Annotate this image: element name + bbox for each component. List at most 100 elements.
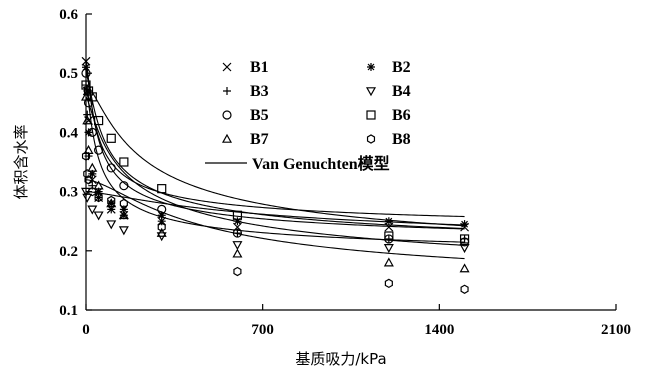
data-point-b2 <box>82 63 90 72</box>
x-tick-label: 700 <box>251 322 274 338</box>
legend-marker-b7 <box>221 133 233 143</box>
data-point-b7 <box>82 115 93 125</box>
data-point-b8 <box>384 278 393 289</box>
data-points <box>80 56 470 294</box>
legend-label-b5: B5 <box>250 107 269 124</box>
data-point-b2 <box>384 217 393 226</box>
legend-label-b8: B8 <box>392 131 411 148</box>
legend-marker-b8 <box>366 134 376 144</box>
data-point-b4 <box>118 226 129 236</box>
data-point-b4 <box>383 244 394 254</box>
legend-label-b1: B1 <box>250 59 269 76</box>
data-point-b7 <box>383 257 394 267</box>
data-point-b2 <box>94 187 103 196</box>
data-point-b4 <box>232 241 243 251</box>
data-point-b6 <box>81 80 91 90</box>
y-tick-label: 0.5 <box>59 66 78 82</box>
data-point-b5 <box>94 145 104 155</box>
data-point-b8 <box>84 175 93 185</box>
legend-label-b6: B6 <box>392 107 411 124</box>
legend-marker-b3 <box>223 87 231 95</box>
data-point-b6 <box>459 234 470 244</box>
data-point-b4 <box>87 205 98 215</box>
data-point-b6 <box>106 133 116 143</box>
data-point-b4 <box>82 193 93 203</box>
data-point-b7 <box>156 227 167 237</box>
data-point-b6 <box>232 210 243 220</box>
y-tick-label: 0.1 <box>59 303 78 319</box>
y-tick-label: 0.2 <box>59 244 78 260</box>
fit-curve-b7 <box>85 96 465 246</box>
legend-label-b3: B3 <box>250 83 269 100</box>
legend-model-label: Van Genuchten模型 <box>252 154 390 173</box>
data-point-b7 <box>118 210 129 220</box>
data-point-b5 <box>87 127 97 137</box>
data-point-b3 <box>384 234 393 243</box>
data-point-b2 <box>157 211 166 220</box>
legend-marker-b1 <box>222 62 232 72</box>
data-point-b6 <box>384 231 394 241</box>
data-point-b3 <box>88 181 97 190</box>
legend-marker-b4 <box>365 87 377 97</box>
data-point-b2 <box>233 217 242 226</box>
data-point-b6 <box>94 115 104 126</box>
data-point-b8 <box>119 198 128 209</box>
y-tick-label: 0.3 <box>59 185 78 201</box>
data-point-b4 <box>106 220 117 230</box>
legend-marker-b2 <box>367 63 375 71</box>
y-tick-label: 0.4 <box>59 125 78 141</box>
legend-marker-b5 <box>222 110 232 120</box>
data-point-b5 <box>106 163 116 173</box>
legend-label-b7: B7 <box>250 131 269 148</box>
data-point-b8 <box>107 195 116 206</box>
legend-label-b4: B4 <box>392 83 411 100</box>
x-tick-label: 2100 <box>601 322 631 338</box>
y-axis-label: 体积含水率 <box>12 124 30 199</box>
data-point-b7 <box>87 162 98 172</box>
data-point-b7 <box>459 263 470 273</box>
data-point-b4 <box>459 244 470 254</box>
data-point-b8 <box>460 284 469 294</box>
data-point-b2 <box>83 86 92 95</box>
data-point-b2 <box>460 220 469 229</box>
data-point-b6 <box>119 157 129 167</box>
data-point-b7 <box>80 91 92 101</box>
data-point-b5 <box>81 68 91 78</box>
data-point-b8 <box>94 192 103 203</box>
data-point-b2 <box>119 205 128 214</box>
data-point-b8 <box>233 266 242 277</box>
data-point-b2 <box>88 169 97 178</box>
fit-curve-b6 <box>85 84 465 227</box>
fit-curves <box>85 60 465 260</box>
data-point-b4 <box>80 187 92 197</box>
data-point-b2 <box>107 199 116 208</box>
data-point-b8 <box>157 222 166 232</box>
legend-marker-b6 <box>366 110 376 120</box>
x-tick-label: 1400 <box>424 322 454 338</box>
data-point-b3 <box>82 81 90 90</box>
data-point-b7 <box>232 248 243 258</box>
fit-curve-b5 <box>85 72 465 230</box>
data-point-b8 <box>81 151 91 161</box>
x-tick-label: 0 <box>82 322 90 338</box>
fit-curve-b4 <box>86 191 465 226</box>
data-point-b3 <box>94 193 103 202</box>
data-point-b5 <box>157 204 167 214</box>
data-point-b5 <box>232 228 243 238</box>
data-point-b6 <box>157 184 167 194</box>
data-point-b8 <box>88 186 97 197</box>
x-axis-label: 基质吸力/kPa <box>295 350 386 368</box>
fit-curve-b8 <box>86 179 465 260</box>
data-point-b3 <box>233 229 242 238</box>
tick-labels: 0.1 0.2 0.3 0.4 0.5 0.6 0 700 1400 2100 <box>59 7 631 338</box>
data-point-b3 <box>157 217 166 226</box>
data-point-b8 <box>83 169 92 179</box>
legend-label-b2: B2 <box>392 59 411 76</box>
fit-curve-b3 <box>85 84 465 243</box>
data-point-b4 <box>93 211 104 221</box>
data-point-b5 <box>119 181 129 191</box>
y-tick-label: 0.6 <box>59 7 78 23</box>
data-point-b7 <box>93 180 104 190</box>
